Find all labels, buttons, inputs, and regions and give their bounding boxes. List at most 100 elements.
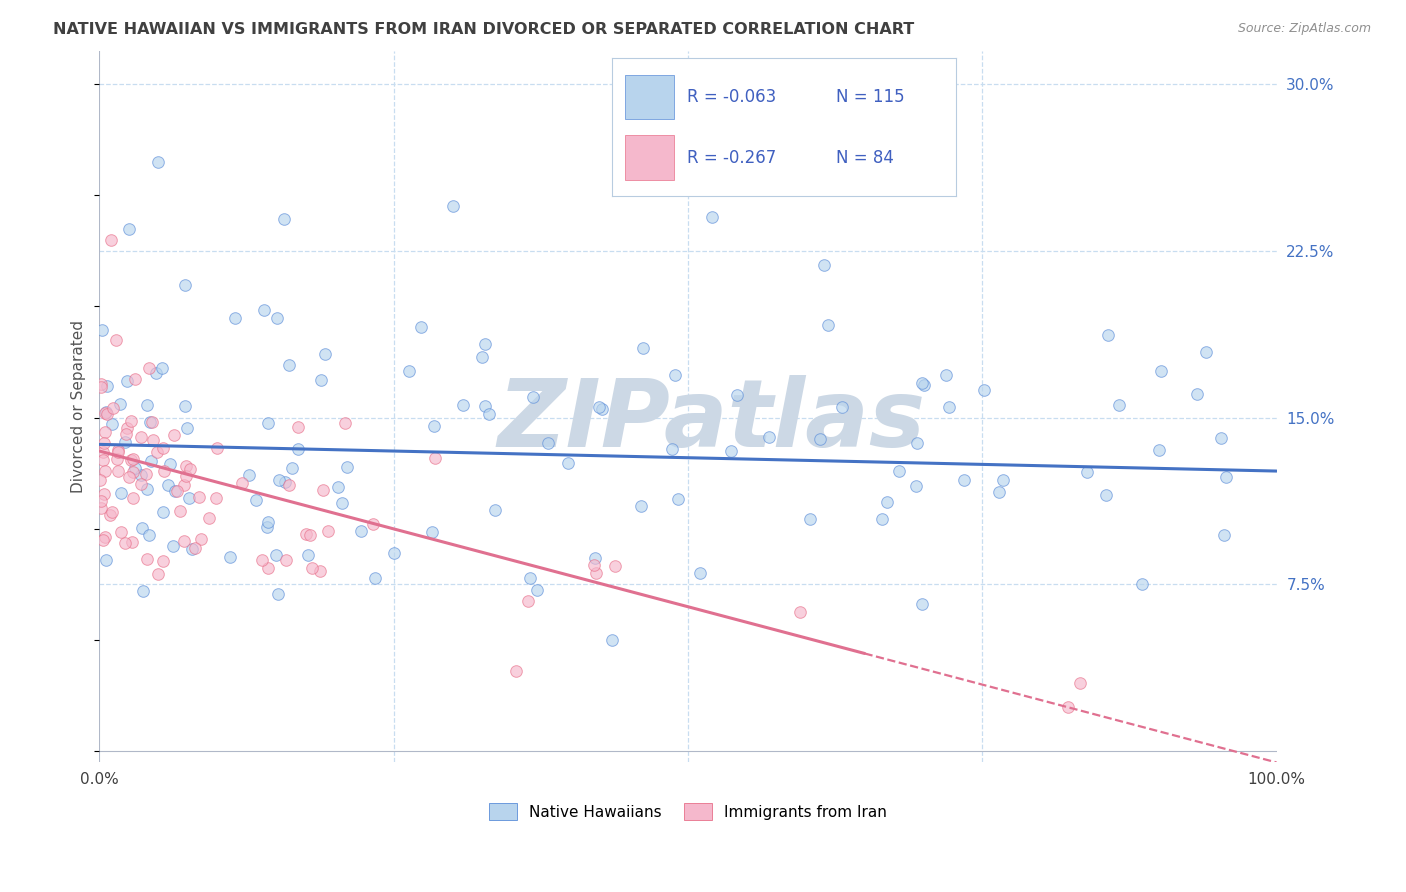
Point bbox=[297, 548, 319, 562]
Point bbox=[451, 399, 474, 413]
Point bbox=[169, 504, 191, 518]
Point bbox=[94, 425, 117, 439]
Point bbox=[224, 311, 246, 326]
Point bbox=[876, 495, 898, 509]
Point bbox=[91, 453, 114, 467]
Point bbox=[90, 501, 112, 516]
Text: R = -0.267: R = -0.267 bbox=[688, 149, 776, 167]
Point bbox=[138, 528, 160, 542]
Point bbox=[107, 445, 129, 459]
Point bbox=[1108, 399, 1130, 413]
Point bbox=[312, 483, 335, 498]
Point bbox=[274, 475, 297, 489]
Point bbox=[330, 496, 353, 510]
Point bbox=[1130, 577, 1153, 591]
Point bbox=[135, 398, 157, 412]
Point bbox=[789, 605, 811, 619]
Y-axis label: Divorced or Separated: Divorced or Separated bbox=[72, 320, 86, 493]
Point bbox=[1147, 442, 1170, 457]
Point bbox=[471, 350, 494, 364]
Point bbox=[799, 511, 821, 525]
Point bbox=[96, 405, 118, 419]
Point bbox=[124, 460, 146, 475]
Point bbox=[93, 464, 115, 478]
Point bbox=[266, 310, 288, 325]
Point bbox=[522, 390, 544, 404]
Point bbox=[174, 277, 197, 292]
Point bbox=[382, 546, 405, 560]
Point bbox=[1185, 387, 1208, 401]
Point bbox=[114, 434, 136, 449]
Point bbox=[177, 491, 200, 506]
Point bbox=[1097, 327, 1119, 342]
Point bbox=[333, 416, 356, 430]
Point bbox=[987, 485, 1010, 500]
Point bbox=[148, 566, 170, 581]
Point bbox=[267, 587, 290, 601]
Point bbox=[124, 371, 146, 385]
Point bbox=[813, 258, 835, 272]
Point bbox=[93, 436, 115, 450]
Point bbox=[257, 416, 280, 430]
Point bbox=[350, 524, 373, 539]
Point bbox=[664, 368, 686, 382]
Point bbox=[301, 561, 323, 575]
Point bbox=[188, 490, 211, 504]
Text: R = -0.063: R = -0.063 bbox=[688, 87, 776, 105]
Point bbox=[817, 318, 839, 332]
Point bbox=[114, 536, 136, 550]
Point bbox=[129, 467, 152, 482]
Point bbox=[166, 483, 188, 498]
Text: N = 84: N = 84 bbox=[835, 149, 893, 167]
Point bbox=[146, 445, 169, 459]
Point bbox=[184, 541, 207, 555]
Point bbox=[218, 549, 240, 564]
Point bbox=[245, 492, 267, 507]
Point bbox=[142, 434, 165, 448]
Point bbox=[309, 373, 332, 387]
Point bbox=[911, 376, 934, 390]
Point bbox=[204, 491, 226, 505]
Point bbox=[519, 571, 541, 585]
Point bbox=[101, 417, 124, 432]
Point bbox=[423, 451, 446, 466]
Point bbox=[725, 387, 748, 401]
Point bbox=[153, 464, 176, 478]
Point bbox=[585, 566, 607, 581]
Point bbox=[326, 480, 349, 494]
Point bbox=[276, 553, 298, 567]
Point bbox=[1215, 470, 1237, 484]
Text: ZIPatlas: ZIPatlas bbox=[498, 375, 925, 467]
Point bbox=[938, 400, 960, 414]
Point bbox=[91, 445, 114, 459]
Point bbox=[121, 534, 143, 549]
Point bbox=[953, 473, 976, 487]
Point bbox=[720, 444, 742, 458]
Text: N = 115: N = 115 bbox=[835, 87, 904, 105]
Point bbox=[90, 493, 112, 508]
Point bbox=[180, 542, 202, 557]
Point bbox=[314, 346, 336, 360]
Point bbox=[148, 154, 170, 169]
Point bbox=[165, 483, 187, 498]
Point bbox=[516, 594, 538, 608]
Point bbox=[139, 415, 162, 429]
Point bbox=[173, 477, 195, 491]
Point bbox=[107, 442, 129, 457]
Point bbox=[409, 320, 432, 334]
Point bbox=[90, 376, 112, 391]
Point bbox=[152, 442, 174, 456]
Point bbox=[1195, 345, 1218, 359]
Point bbox=[557, 456, 579, 470]
Point bbox=[758, 430, 780, 444]
Point bbox=[190, 533, 212, 547]
Point bbox=[131, 521, 153, 535]
Bar bbox=[626, 75, 673, 119]
Point bbox=[205, 442, 228, 456]
Point bbox=[398, 364, 420, 378]
Point bbox=[145, 366, 167, 380]
Point bbox=[122, 465, 145, 479]
Point bbox=[120, 414, 142, 428]
Point bbox=[152, 360, 174, 375]
Point bbox=[423, 418, 446, 433]
